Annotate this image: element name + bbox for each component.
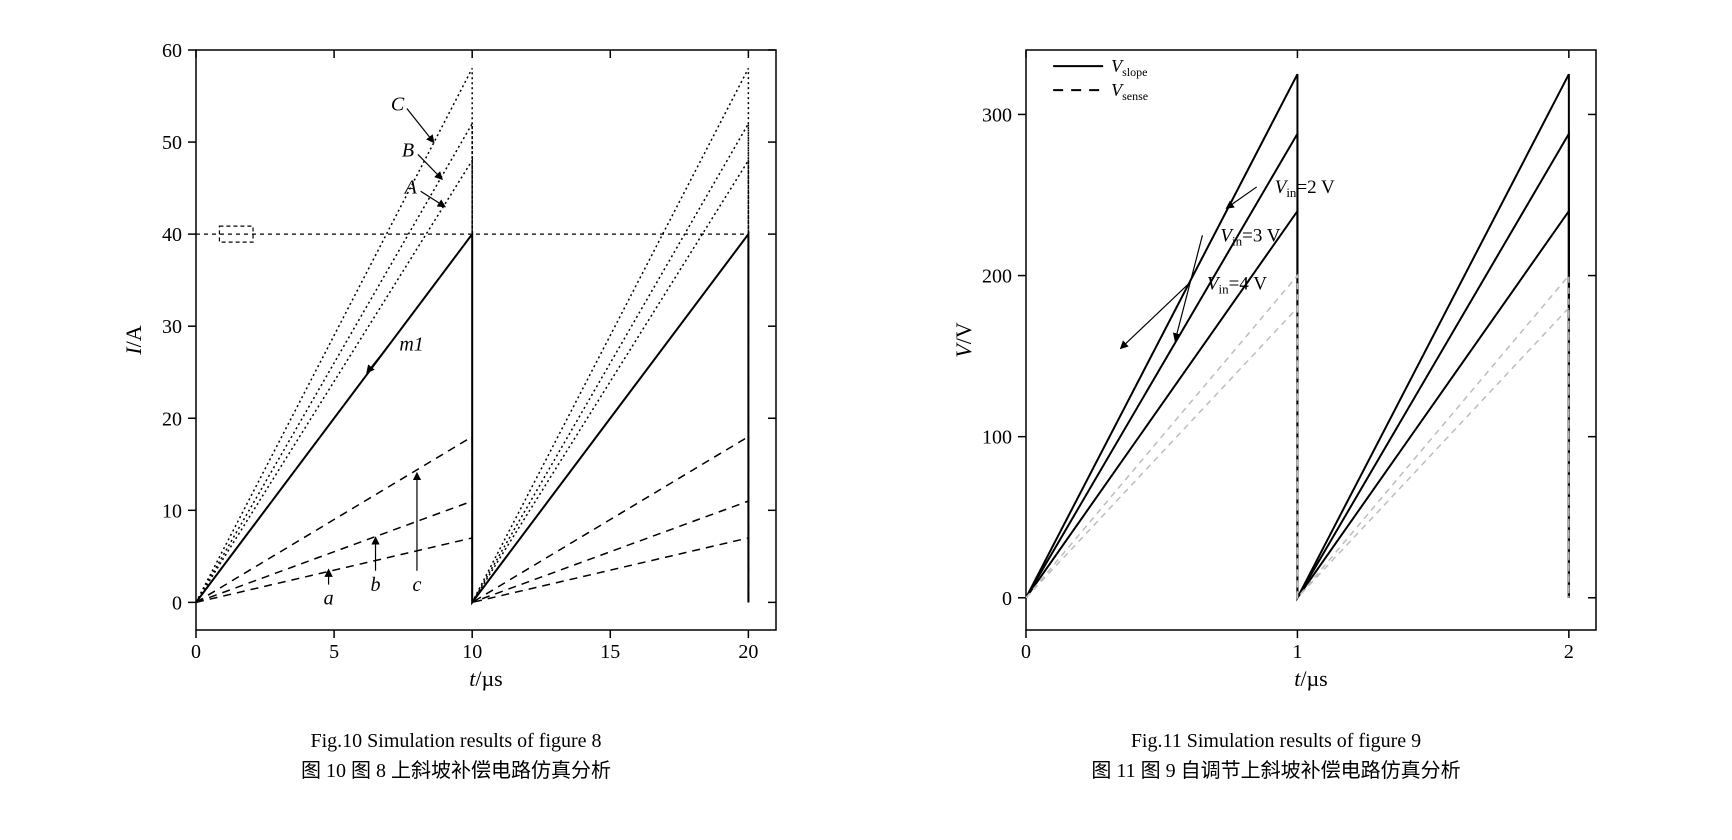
figure-10-chart: 0 5 10 15 20 0 10 20 30 40 50 60 t/µs I/A C BAm1 c b a bbox=[106, 20, 806, 720]
svg-text:0: 0 bbox=[172, 592, 182, 614]
svg-text:Vsense: Vsense bbox=[1111, 80, 1148, 103]
svg-text:20: 20 bbox=[738, 641, 758, 663]
svg-text:100: 100 bbox=[982, 427, 1012, 449]
svg-text:300: 300 bbox=[982, 104, 1012, 126]
svg-text:I/A: I/A bbox=[121, 325, 146, 355]
figure-11-panel: 0 1 2 0 100 200 300 t/µs V/V Vin=2 V Vin=3 V Vin=4 … bbox=[926, 20, 1626, 786]
svg-text:b: b bbox=[371, 574, 381, 596]
figure-10-panel: 0 5 10 15 20 0 10 20 30 40 50 60 t/µs I/A C BAm1 c b a Fig… bbox=[106, 20, 806, 786]
caption-zh: 图 10 图 8 上斜坡补偿电路仿真分析 bbox=[301, 760, 611, 782]
svg-text:30: 30 bbox=[162, 316, 182, 338]
svg-text:200: 200 bbox=[982, 266, 1012, 288]
svg-text:60: 60 bbox=[162, 40, 182, 62]
svg-text:Vin=2 V: Vin=2 V bbox=[1275, 177, 1335, 200]
svg-text:1: 1 bbox=[1292, 641, 1302, 663]
caption-en: Fig.11 Simulation results of figure 9 bbox=[1131, 730, 1421, 752]
svg-text:5: 5 bbox=[329, 641, 339, 663]
svg-text:C: C bbox=[391, 93, 405, 115]
svg-text:V/V: V/V bbox=[951, 322, 976, 358]
svg-text:B: B bbox=[402, 139, 414, 161]
svg-text:40: 40 bbox=[162, 224, 182, 246]
svg-text:Vin=4 V: Vin=4 V bbox=[1207, 274, 1267, 297]
svg-text:t/µs: t/µs bbox=[469, 666, 502, 691]
svg-text:0: 0 bbox=[1021, 641, 1031, 663]
svg-text:10: 10 bbox=[162, 500, 182, 522]
svg-text:15: 15 bbox=[600, 641, 620, 663]
caption-zh: 图 11 图 9 自调节上斜坡补偿电路仿真分析 bbox=[1091, 760, 1460, 782]
figure-11-caption: Fig.11 Simulation results of figure 9 图 … bbox=[1091, 726, 1460, 786]
svg-text:10: 10 bbox=[462, 641, 482, 663]
svg-text:0: 0 bbox=[191, 641, 201, 663]
figure-11-chart: 0 1 2 0 100 200 300 t/µs V/V Vin=2 V Vin=3 V Vin=4 … bbox=[926, 20, 1626, 720]
svg-text:0: 0 bbox=[1002, 588, 1012, 610]
svg-text:m1: m1 bbox=[399, 334, 423, 356]
svg-text:Vslope: Vslope bbox=[1111, 56, 1147, 79]
svg-text:a: a bbox=[324, 588, 334, 610]
svg-text:A: A bbox=[403, 176, 418, 198]
svg-text:20: 20 bbox=[162, 408, 182, 430]
svg-text:50: 50 bbox=[162, 132, 182, 154]
svg-text:Vin=3 V: Vin=3 V bbox=[1220, 225, 1280, 248]
svg-text:2: 2 bbox=[1564, 641, 1574, 663]
caption-en: Fig.10 Simulation results of figure 8 bbox=[310, 730, 601, 752]
figure-10-caption: Fig.10 Simulation results of figure 8 图 … bbox=[301, 726, 611, 786]
svg-text:t/µs: t/µs bbox=[1294, 666, 1327, 691]
svg-text:c: c bbox=[413, 574, 422, 596]
